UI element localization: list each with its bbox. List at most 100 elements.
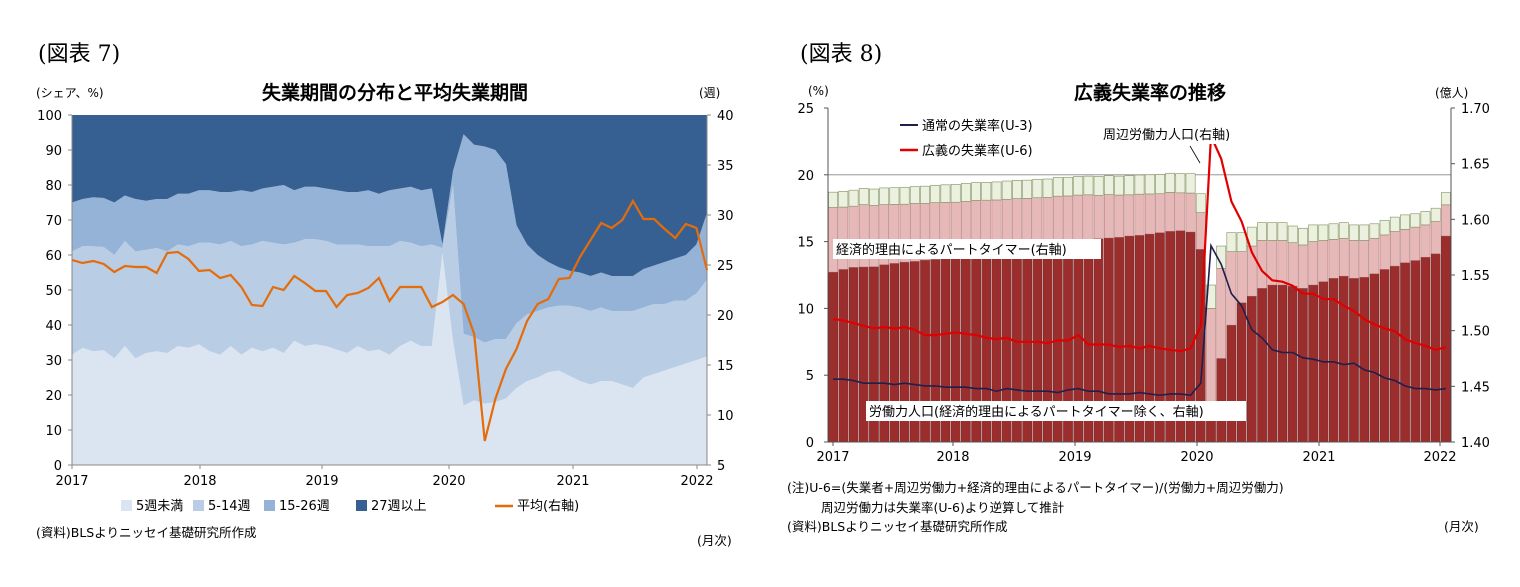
- area-5-14-weeks: [72, 185, 707, 406]
- bar-marginal-labor: [1073, 176, 1084, 196]
- bar-labor-force: [1308, 284, 1318, 443]
- chart-7-legend-label: 5週未満: [136, 499, 183, 514]
- chart-8-y-tick-label: 25: [797, 102, 814, 117]
- bar-marginal-labor: [1165, 172, 1176, 193]
- chart-8-legend-label: 通常の失業率(U-3): [922, 118, 1033, 134]
- bar-labor-force: [848, 267, 859, 443]
- bar-part-time: [1216, 268, 1227, 359]
- bar-part-time: [1400, 229, 1410, 263]
- bar-part-time: [1175, 192, 1186, 231]
- chart-7-y-tick-label: 80: [45, 179, 62, 194]
- bar-marginal-labor: [1257, 222, 1267, 241]
- bar-marginal-labor: [1236, 232, 1247, 252]
- bar-part-time: [1236, 251, 1247, 304]
- bar-labor-force: [1338, 275, 1349, 443]
- chart-8-y2-tick-label: 1.55: [1461, 269, 1490, 284]
- bar-marginal-labor: [1440, 192, 1451, 206]
- bar-part-time: [1206, 308, 1216, 404]
- chart-7-y2-tick-label: 10: [717, 409, 734, 424]
- area-under-5-weeks: [72, 253, 707, 465]
- chart-7-y-tick-label: 30: [45, 354, 62, 369]
- bar-part-time: [1318, 240, 1329, 282]
- bar-part-time: [1226, 251, 1237, 326]
- bar-labor-force: [1247, 295, 1257, 443]
- bar-marginal-labor: [1328, 223, 1339, 240]
- bar-part-time: [838, 206, 849, 270]
- chart-7-x-tick-label: 2019: [305, 474, 338, 489]
- bar-marginal-labor: [981, 182, 992, 201]
- annotation-labor-force: 労働力人口(経済的理由によるパートタイマー除く、右軸): [869, 404, 1204, 420]
- annotation-marginal-leader: [1189, 145, 1201, 164]
- bar-part-time: [1379, 234, 1390, 270]
- chart-8-title: 広義失業率の推移: [1073, 82, 1226, 104]
- bar-marginal-labor: [1298, 227, 1308, 246]
- chart-8: 0 5 10 15 20 25 1.40 1.45 1.50 1.55 1.60 1.65 1.70 20…: [797, 102, 1490, 465]
- annotation-part-time-box: [833, 239, 1101, 259]
- bar-marginal-labor: [1144, 174, 1155, 195]
- bar-part-time: [1308, 241, 1318, 286]
- chart-8-y-tick-label: 15: [797, 236, 814, 251]
- chart-7-legend-swatch: [264, 500, 275, 511]
- chart-7-y2-tick-label: 40: [717, 109, 734, 124]
- chart-8-y2-tick-label: 1.60: [1461, 213, 1490, 228]
- bar-marginal-labor: [1155, 174, 1165, 195]
- bar-labor-force: [1379, 269, 1390, 443]
- bar-labor-force: [1349, 278, 1359, 443]
- chart-7-y-tick-label: 40: [45, 319, 62, 334]
- chart-8-legend-label: 広義の失業率(U-6): [922, 143, 1033, 159]
- bar-marginal-labor: [828, 191, 839, 208]
- chart-8-y-tick-label: 10: [797, 302, 814, 317]
- bar-labor-force: [828, 271, 838, 443]
- bar-part-time: [1390, 231, 1400, 267]
- bar-marginal-labor: [1420, 211, 1431, 226]
- bar-labor-force: [1390, 265, 1400, 443]
- bar-marginal-labor: [930, 184, 941, 203]
- bar-labor-force: [838, 269, 849, 443]
- chart-7-legend-swatch: [121, 500, 132, 511]
- chart-8-x-tick-label: 2017: [816, 450, 849, 465]
- bar-labor-force: [1257, 288, 1267, 443]
- chart-7-y-tick-label: 50: [45, 284, 62, 299]
- bar-part-time: [1338, 238, 1349, 277]
- bar-marginal-labor: [1114, 175, 1124, 196]
- bar-marginal-labor: [1134, 174, 1145, 195]
- chart-7-y2-tick-label: 35: [717, 159, 734, 174]
- chart-7-legend-label: 15-26週: [279, 499, 330, 514]
- bar-marginal-labor: [1277, 222, 1288, 241]
- bar-marginal-labor: [1308, 224, 1319, 242]
- bar-part-time: [1042, 197, 1053, 246]
- bar-marginal-labor: [1287, 225, 1298, 244]
- chart-8-y2-tick-label: 1.45: [1461, 380, 1490, 395]
- chart-8-x-tick-label: 2018: [936, 450, 969, 465]
- bar-marginal-labor: [1206, 284, 1216, 309]
- chart-8-y-tick-label: 5: [806, 369, 814, 384]
- chart-7-y-tick-label: 60: [45, 249, 62, 264]
- bar-marginal-labor: [909, 186, 920, 204]
- u6-unemployment-line: [832, 135, 1447, 353]
- chart-8-x-tick-label: 2019: [1058, 450, 1091, 465]
- chart-7-left-unit: (シェア、%): [36, 86, 104, 100]
- chart-7-y2-tick-label: 15: [717, 359, 734, 374]
- bar-marginal-labor: [1410, 213, 1421, 228]
- bar-labor-force: [1216, 358, 1227, 443]
- bar-marginal-labor: [1195, 193, 1206, 213]
- bar-labor-force: [1359, 277, 1369, 443]
- bar-marginal-labor: [1185, 173, 1196, 194]
- bar-marginal-labor: [1349, 224, 1359, 241]
- chart-7-x-tick-label: 2021: [556, 474, 589, 489]
- chart-8-month-label: (月次): [1444, 519, 1479, 534]
- bar-marginal-labor: [1022, 179, 1033, 199]
- chart-7-legend-label: 5-14週: [208, 499, 251, 514]
- annotation-part-time: 経済的理由によるパートタイマー(右軸): [836, 242, 1067, 258]
- bar-marginal-labor: [858, 188, 869, 205]
- bar-part-time: [1277, 240, 1288, 286]
- bar-part-time: [1104, 194, 1114, 239]
- chart-8-y2-tick-label: 1.65: [1461, 158, 1490, 173]
- chart-7-y-tick-label: 0: [54, 459, 62, 474]
- bar-part-time: [1155, 193, 1165, 233]
- chart-7-y-tick-label: 100: [37, 109, 62, 124]
- bar-marginal-labor: [1042, 178, 1053, 198]
- chart-7: 0 10 20 30 40 50 60 70 80 90 100 5 10 15 20 25 30 35 40 201…: [37, 109, 734, 514]
- chart-7-y2-tick-label: 25: [717, 259, 734, 274]
